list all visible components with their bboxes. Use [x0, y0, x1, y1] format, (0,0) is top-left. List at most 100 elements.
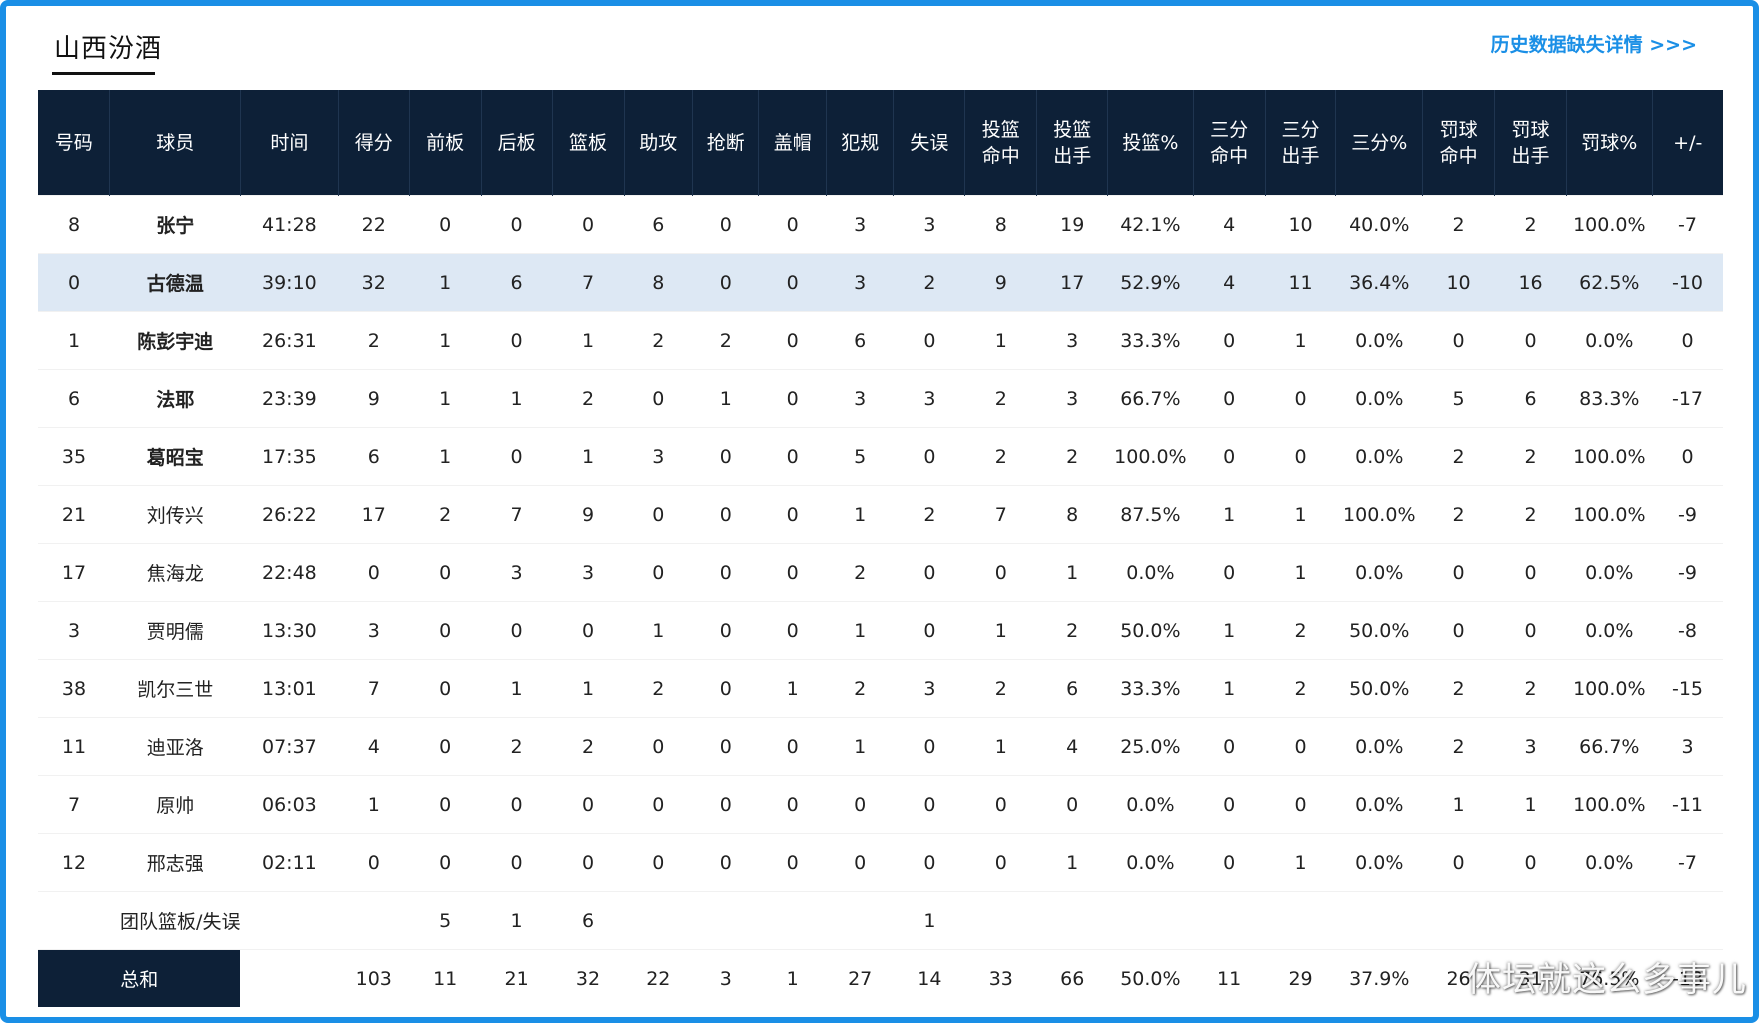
- stat-cell: 2: [964, 659, 1037, 718]
- stat-cell: 0: [893, 427, 965, 486]
- stat-cell: 02:11: [240, 833, 339, 892]
- stat-cell: 66.7%: [1107, 369, 1194, 428]
- stat-cell: 103: [338, 949, 410, 1007]
- team-rebounds-label: 团队篮板/失误: [38, 891, 241, 950]
- stat-cell: 2: [826, 659, 894, 718]
- stat-cell: 0: [624, 543, 693, 602]
- stat-cell: 1: [1193, 601, 1266, 660]
- player-name[interactable]: 法耶: [109, 369, 241, 428]
- stat-cell: 1: [552, 311, 624, 370]
- stat-cell: 0: [758, 253, 827, 312]
- stat-cell: 50.0%: [1335, 659, 1423, 718]
- stat-cell: 7: [552, 253, 624, 312]
- player-name[interactable]: 邢志强: [109, 833, 241, 892]
- stat-cell: 1: [552, 427, 624, 486]
- stat-cell: 1: [624, 601, 693, 660]
- stat-cell: 0: [758, 311, 827, 370]
- team-tab[interactable]: 山西汾酒: [54, 34, 163, 64]
- stat-cell: 1: [826, 601, 894, 660]
- stat-cell: 0: [552, 601, 624, 660]
- stat-cell: 1: [1036, 833, 1108, 892]
- stat-cell: 11: [1265, 253, 1336, 312]
- totals-label: 总和: [38, 949, 241, 1007]
- stat-cell: 0: [758, 775, 827, 834]
- stat-cell: 0: [409, 717, 482, 776]
- stat-cell: 33: [964, 949, 1037, 1007]
- stat-cell: 0: [1652, 427, 1723, 486]
- stat-cell: 1: [552, 659, 624, 718]
- stat-cell: 9: [338, 369, 410, 428]
- stat-cell: 83.3%: [1566, 369, 1653, 428]
- stat-cell: 2: [481, 717, 553, 776]
- history-missing-data-link[interactable]: 历史数据缺失详情 >>>: [1490, 34, 1697, 56]
- stat-cell: 3: [893, 659, 965, 718]
- player-name[interactable]: 古德温: [109, 253, 241, 312]
- stat-cell: 0: [692, 601, 759, 660]
- stat-cell: 1: [1036, 543, 1108, 602]
- player-row: 21 刘传兴 26:22 17 2 7 9 0 0 0 1 2 7 8 87.5% 1 1 100.0% 2 2 100…: [38, 485, 1723, 544]
- player-name[interactable]: 张宁: [109, 195, 241, 254]
- player-row: 8 张宁 41:28 22 0 0 0 6 0 0 3 3 8 19 42.1% 4 10 40.0% 2 2 100.…: [38, 195, 1723, 254]
- stat-cell: 21: [481, 949, 553, 1007]
- stat-cell: 0: [758, 543, 827, 602]
- player-row: 11 迪亚洛 07:37 4 0 2 2 0 0 0 1 0 1 4 25.0% 0 0 0.0% 2 3 66.7% 3: [38, 717, 1723, 776]
- stat-cell: 0: [409, 543, 482, 602]
- stat-cell: 6: [552, 891, 624, 950]
- player-number: 3: [38, 601, 110, 660]
- player-row: 17 焦海龙 22:48 0 0 3 3 0 0 0 2 0 0 1 0.0% 0 1 0.0% 0 0 0.0% -9: [38, 543, 1723, 602]
- player-name[interactable]: 焦海龙: [109, 543, 241, 602]
- stat-cell: [1566, 891, 1653, 950]
- stat-cell: 100.0%: [1566, 775, 1653, 834]
- stat-cell: 3: [1036, 311, 1108, 370]
- stat-cell: 76.5%: [1566, 949, 1653, 1007]
- stat-cell: 1: [758, 949, 827, 1007]
- player-name[interactable]: 葛昭宝: [109, 427, 241, 486]
- stat-cell: 13:30: [240, 601, 339, 660]
- player-row: 35 葛昭宝 17:35 6 1 0 1 3 0 0 5 0 2 2 100.0% 0 0 0.0% 2 2 100.0…: [38, 427, 1723, 486]
- player-name[interactable]: 陈彭宇迪: [109, 311, 241, 370]
- stat-cell: 0: [758, 601, 827, 660]
- stat-cell: 0: [624, 485, 693, 544]
- stat-cell: 3: [1494, 717, 1567, 776]
- stat-cell: 0: [692, 253, 759, 312]
- stat-cell: [338, 891, 410, 950]
- player-name[interactable]: 原帅: [109, 775, 241, 834]
- player-name[interactable]: 贾明儒: [109, 601, 241, 660]
- stat-cell: 0: [1265, 427, 1336, 486]
- stat-cell: [1036, 891, 1108, 950]
- stat-cell: 3: [1652, 717, 1723, 776]
- stat-cell: 3: [552, 543, 624, 602]
- stat-cell: 0: [1494, 543, 1567, 602]
- stat-cell: 1: [1193, 659, 1266, 718]
- stat-cell: 0: [1193, 427, 1266, 486]
- stat-cell: 6: [826, 311, 894, 370]
- stat-cell: 0: [338, 833, 410, 892]
- stat-cell: 1: [409, 427, 482, 486]
- stat-cell: 0: [1494, 833, 1567, 892]
- stat-cell: 2: [338, 311, 410, 370]
- stat-cell: [1265, 891, 1336, 950]
- stat-cell: 1: [1265, 833, 1336, 892]
- player-name[interactable]: 迪亚洛: [109, 717, 241, 776]
- stat-cell: 31: [1494, 949, 1567, 1007]
- stat-cell: 4: [1193, 195, 1266, 254]
- player-row: 0 古德温 39:10 32 1 6 7 8 0 0 3 2 9 17 52.9% 4 11 36.4% 10 16 6…: [38, 253, 1723, 312]
- stat-cell: 0: [826, 833, 894, 892]
- stat-cell: 0: [481, 311, 553, 370]
- stat-cell: 1: [481, 369, 553, 428]
- stat-cell: 40.0%: [1335, 195, 1423, 254]
- stat-cell: 5: [1422, 369, 1495, 428]
- stat-cell: 6: [624, 195, 693, 254]
- stat-cell: 1: [1265, 543, 1336, 602]
- stat-cell: 22: [624, 949, 693, 1007]
- player-name[interactable]: 凯尔三世: [109, 659, 241, 718]
- player-name[interactable]: 刘传兴: [109, 485, 241, 544]
- stat-cell: 29: [1265, 949, 1336, 1007]
- stat-cell: 0.0%: [1335, 543, 1423, 602]
- stat-cell: 2: [692, 311, 759, 370]
- stat-cell: 0: [409, 833, 482, 892]
- stat-cell: 0: [1265, 717, 1336, 776]
- stat-cell: 1: [409, 311, 482, 370]
- stat-cell: 100.0%: [1566, 427, 1653, 486]
- stat-cell: 0: [893, 717, 965, 776]
